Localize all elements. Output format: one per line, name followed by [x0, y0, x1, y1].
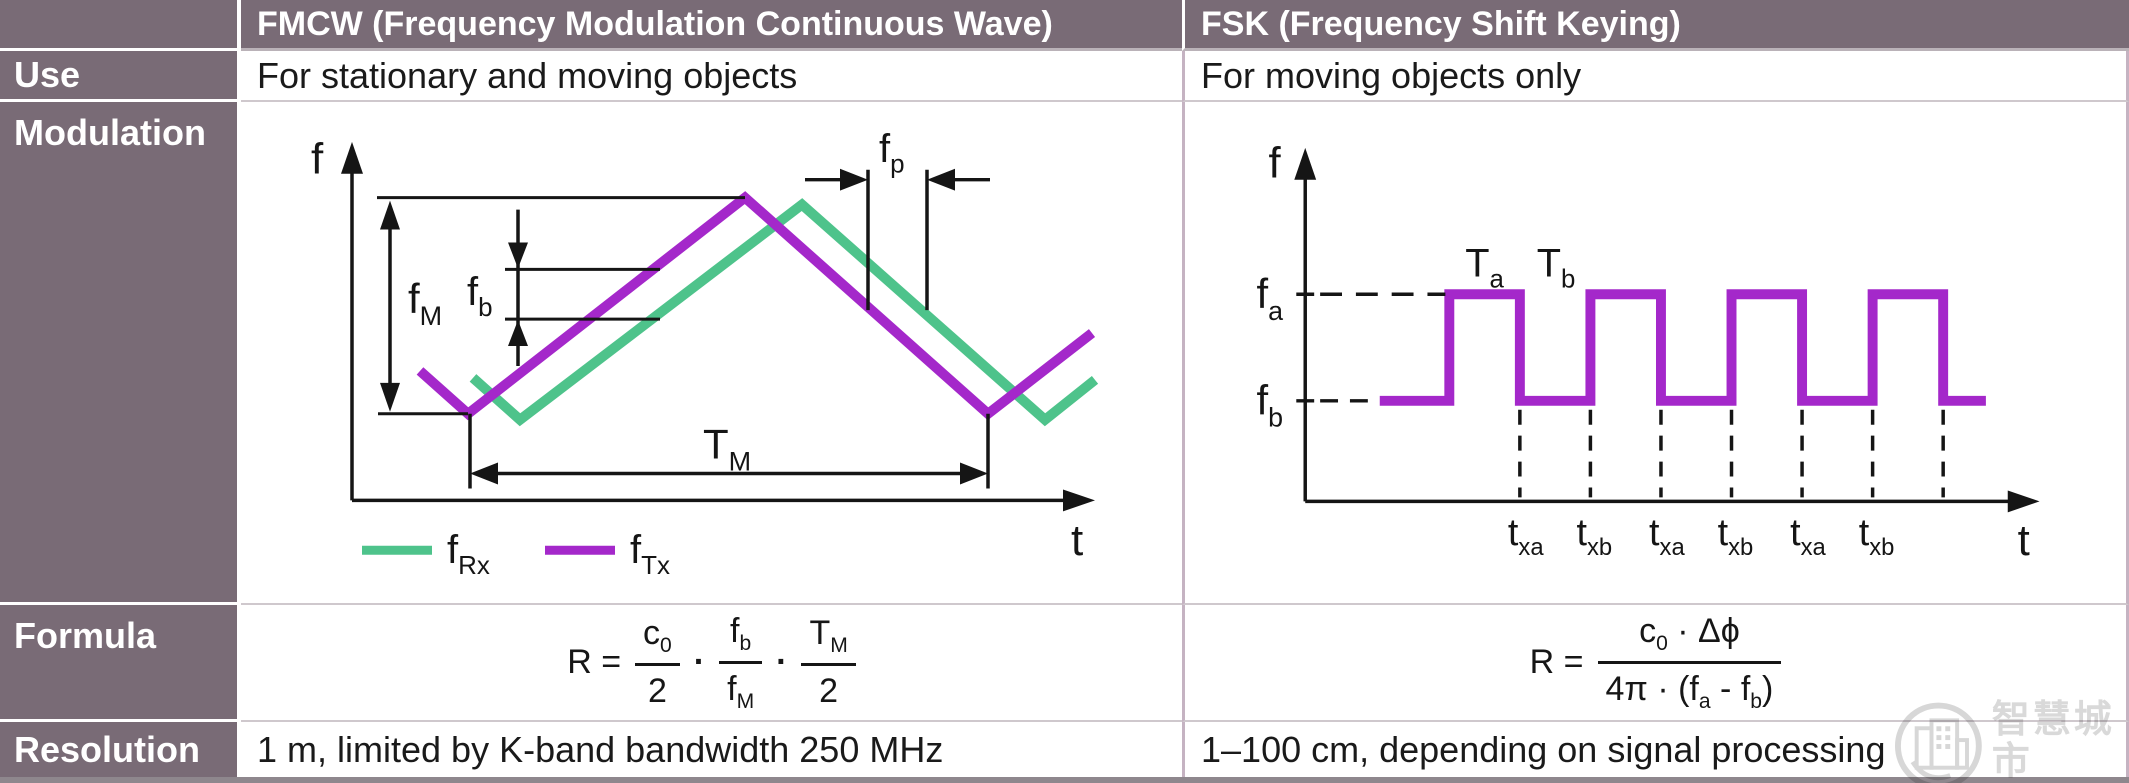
row-label-resolution: Resolution — [0, 722, 241, 777]
f-axis-label: f — [1268, 139, 1281, 188]
use-fsk-text: For moving objects only — [1201, 54, 1582, 96]
tb-label: Tb — [1537, 241, 1576, 293]
txa-tick-label: txa — [1790, 512, 1826, 561]
fraction: TM 2 — [801, 612, 856, 713]
fb-label: fb — [1257, 377, 1284, 433]
tx-wave — [416, 191, 1096, 421]
row-label-modulation: Modulation — [0, 102, 241, 605]
tm-label: TM — [703, 421, 751, 477]
fraction: fb fM — [719, 610, 763, 715]
fsk-wave — [1379, 289, 1986, 406]
fmcw-formula: R = c0 2 · fb fM · TM 2 — [567, 610, 856, 715]
header-fmcw-label: FMCW (Frequency Modulation Continuous Wa… — [257, 4, 1053, 43]
t-axis-label: t — [1071, 516, 1083, 565]
f-axis-arrow-icon — [341, 141, 363, 174]
txa-tick-label: txa — [1649, 512, 1685, 561]
header-fsk-label: FSK (Frequency Shift Keying) — [1201, 4, 1681, 43]
fraction: c0 · Δϕ 4π · (fa - fb) — [1597, 610, 1782, 715]
bottom-border-bar — [0, 777, 2129, 783]
resolution-fsk-text: 1–100 cm, depending on signal processing — [1201, 728, 1886, 770]
formula-lhs: R = — [567, 643, 622, 681]
t-axis-arrow-icon — [2007, 490, 2040, 513]
multiply-dot: · — [776, 643, 788, 681]
fp-label: fp — [879, 127, 905, 179]
txa-tick-label: txa — [1508, 512, 1544, 561]
t-axis-arrow-icon — [1063, 489, 1095, 512]
fmcw-modulation-diagram: fM fb fp — [241, 102, 1182, 605]
txb-tick-label: txb — [1577, 512, 1613, 561]
multiply-dot: · — [693, 643, 706, 681]
legend-rx-label: fRx — [447, 528, 490, 580]
txb-tick-label: txb — [1718, 512, 1754, 561]
f-axis-arrow-icon — [1294, 147, 1317, 180]
header-fsk: FSK (Frequency Shift Keying) — [1182, 0, 2129, 51]
fsk-formula-cell: R = c0 · Δϕ 4π · (fa - fb) — [1182, 605, 2129, 722]
use-fmcw-text: For stationary and moving objects — [257, 54, 798, 96]
fp-arrow-left-icon — [927, 168, 955, 191]
fp-arrow-right-icon — [840, 168, 868, 191]
row-label-formula: Formula — [0, 605, 241, 722]
header-fmcw: FMCW (Frequency Modulation Continuous Wa… — [241, 0, 1182, 51]
fb-arrow-up-icon — [508, 320, 528, 347]
fb-label: fb — [467, 270, 493, 322]
row-label-use: Use — [0, 51, 241, 102]
fsk-waveform-chart: f t fa fb Ta Tb txa txb txa txb txa txb — [1257, 139, 2040, 565]
use-fmcw-cell: For stationary and moving objects — [241, 51, 1182, 102]
resolution-fsk-cell: 1–100 cm, depending on signal processing — [1182, 722, 2129, 777]
t-axis-label: t — [2018, 516, 2030, 565]
fmcw-formula-cell: R = c0 2 · fb fM · TM 2 — [241, 605, 1182, 722]
txb-tick-label: txb — [1859, 512, 1895, 561]
fraction: c0 2 — [635, 612, 680, 713]
resolution-fmcw-text: 1 m, limited by K-band bandwidth 250 MHz — [257, 728, 944, 770]
fa-label: fa — [1257, 270, 1284, 326]
fsk-modulation-diagram: f t fa fb Ta Tb txa txb txa txb txa txb — [1182, 102, 2129, 605]
fm-arrow-up-icon — [380, 200, 400, 230]
f-axis-label: f — [311, 135, 324, 184]
tm-arrow-left-icon — [470, 462, 498, 485]
use-fsk-cell: For moving objects only — [1182, 51, 2129, 102]
fm-label: fM — [408, 275, 442, 331]
fm-arrow-down-icon — [380, 382, 400, 412]
resolution-fmcw-cell: 1 m, limited by K-band bandwidth 250 MHz — [241, 722, 1182, 777]
formula-lhs: R = — [1529, 643, 1584, 681]
legend-tx-label: fTx — [630, 528, 670, 580]
rx-wave — [469, 198, 1099, 427]
fsk-formula: R = c0 · Δϕ 4π · (fa - fb) — [1530, 610, 1782, 715]
fb-arrow-down-icon — [508, 242, 528, 269]
fmcw-waveform-chart: fM fb fp — [311, 127, 1099, 580]
tm-arrow-right-icon — [960, 462, 988, 485]
ta-label: Ta — [1465, 241, 1504, 293]
corner-cell — [0, 0, 241, 51]
